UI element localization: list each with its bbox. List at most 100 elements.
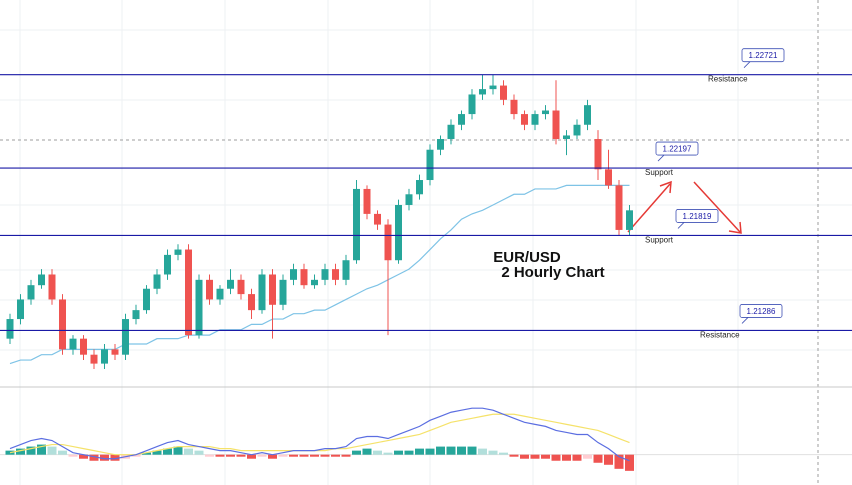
histogram-bar — [68, 454, 78, 457]
histogram-bar — [583, 454, 592, 459]
candle-body — [605, 169, 612, 186]
candle-body — [17, 299, 24, 320]
histogram-bar — [247, 454, 256, 459]
chart-subtitle: 2 Hourly Chart — [501, 264, 604, 281]
candle-body — [48, 274, 56, 300]
candle-body — [153, 274, 161, 289]
callout-pointer — [743, 61, 751, 68]
candle-body — [468, 94, 476, 115]
candle-body — [227, 279, 234, 289]
callout-pointer — [741, 317, 749, 324]
histogram-bar — [236, 454, 246, 457]
histogram-bar — [509, 454, 519, 457]
candle-body — [143, 288, 150, 311]
price-label: 1.21819 — [683, 212, 712, 221]
candle-body — [626, 210, 633, 230]
histogram-bar — [541, 454, 550, 459]
histogram-bar — [110, 454, 120, 461]
candle-body — [426, 149, 434, 181]
histogram-bar — [362, 448, 372, 455]
histogram-bar — [184, 448, 193, 455]
candle-body — [269, 274, 276, 305]
candle-body — [542, 110, 549, 115]
level-note: Support — [645, 168, 674, 177]
histogram-bar — [163, 448, 172, 455]
histogram-bar — [415, 448, 424, 455]
histogram-bar — [16, 448, 25, 455]
histogram-bar — [173, 446, 183, 455]
candle-body — [206, 279, 213, 300]
histogram-bar — [373, 450, 382, 455]
histogram-bar — [625, 454, 634, 471]
candle-body — [258, 274, 266, 311]
candle-body — [458, 114, 465, 125]
histogram-bar — [446, 446, 456, 455]
candle-body — [405, 194, 413, 205]
candle-body — [290, 269, 297, 280]
candle-body — [584, 105, 591, 125]
candle-body — [321, 269, 329, 280]
level-note: Resistance — [708, 75, 748, 84]
price-callout — [675, 209, 719, 223]
candle-body — [311, 279, 318, 286]
histogram-bar — [614, 454, 624, 469]
histogram-bar — [478, 448, 487, 455]
histogram-bar — [352, 450, 361, 455]
price-callout — [741, 48, 785, 63]
candle-body — [521, 114, 528, 125]
candle-body — [279, 279, 287, 305]
candle-body — [6, 319, 14, 339]
candle-body — [447, 124, 455, 140]
arrow-head — [659, 180, 672, 194]
candle-body — [510, 99, 518, 115]
histogram-bar — [520, 454, 529, 459]
histogram-bar — [58, 450, 67, 455]
histogram-bar — [79, 454, 88, 459]
candle-body — [185, 249, 192, 336]
candle-body — [111, 349, 119, 355]
histogram-bar — [205, 454, 214, 457]
histogram-bar — [499, 452, 508, 455]
candle-body — [332, 269, 339, 280]
candle-body — [479, 89, 486, 95]
candle-body — [531, 114, 539, 125]
candle-body — [374, 213, 381, 225]
histogram-bar — [100, 454, 109, 461]
histogram-bar — [572, 454, 582, 461]
candle-body — [353, 188, 360, 261]
candle-body — [552, 110, 560, 140]
histogram-bar — [194, 450, 204, 455]
price-label: 1.21286 — [747, 307, 776, 316]
candle-body — [101, 349, 108, 364]
histogram-bar — [593, 454, 603, 463]
callout-pointer — [677, 222, 685, 229]
histogram-bar — [131, 454, 141, 457]
histogram-bar — [467, 446, 477, 455]
macd-line — [9, 407, 630, 462]
histogram-bar — [310, 454, 319, 457]
histogram-bar — [289, 454, 298, 457]
candle-body — [27, 285, 35, 300]
histogram-bar — [215, 454, 225, 457]
candle-body — [59, 299, 66, 350]
histogram-bar — [488, 450, 498, 455]
candle-body — [132, 310, 140, 320]
candle-body — [416, 180, 423, 195]
price-label: 1.22721 — [749, 51, 778, 60]
price-callout — [655, 141, 699, 156]
candle-body — [563, 135, 570, 140]
histogram-bar — [383, 452, 393, 455]
histogram-bar — [89, 454, 99, 461]
candle-body — [237, 279, 245, 295]
candle-body — [573, 124, 581, 136]
candle-body — [174, 249, 182, 255]
histogram-bar — [257, 454, 267, 457]
candle-body — [38, 274, 45, 286]
candle-body — [395, 204, 402, 261]
histogram-bar — [551, 454, 561, 461]
price-label: 1.22197 — [663, 145, 692, 154]
histogram-bar — [47, 446, 57, 455]
histogram-bar — [404, 450, 414, 455]
arrow-head — [728, 221, 742, 234]
